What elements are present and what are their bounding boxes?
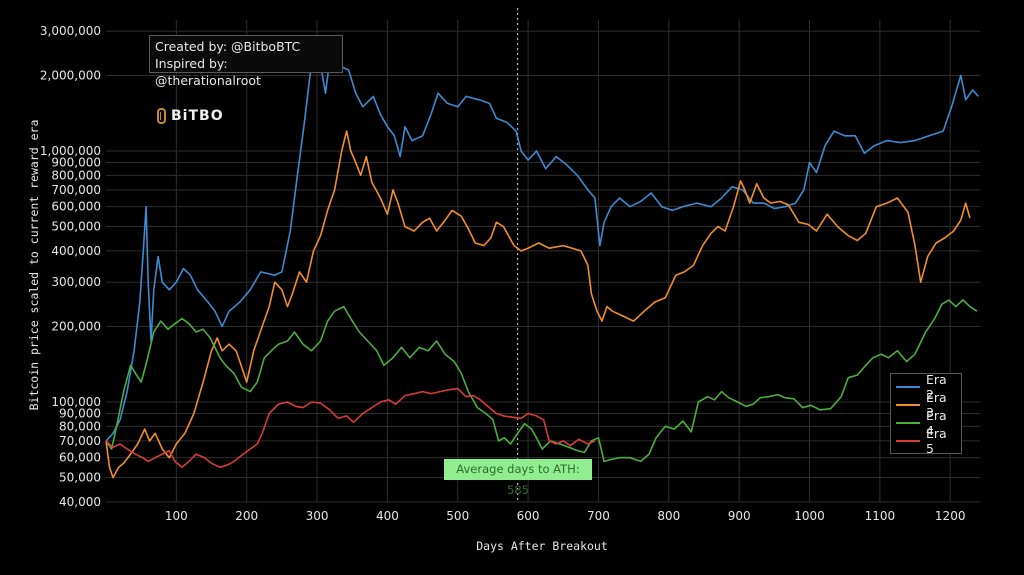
- x-tick-label: 100: [165, 509, 188, 523]
- x-tick-label: 1100: [865, 509, 896, 523]
- x-tick-label: 200: [235, 509, 258, 523]
- y-tick-label: 700,000: [51, 183, 101, 197]
- y-tick-label: 80,000: [59, 419, 101, 433]
- x-tick-label: 600: [517, 509, 540, 523]
- legend-swatch-era-3: [896, 404, 920, 406]
- credits-box: Created by: @BitboBTC Inspired by: @ther…: [149, 35, 343, 88]
- series-line-era-3: [105, 130, 971, 479]
- x-tick-label: 800: [657, 509, 680, 523]
- y-tick-label: 600,000: [51, 200, 101, 214]
- inspired-by-text: Inspired by: @therationalroot: [155, 56, 261, 88]
- legend-label: Era 4: [925, 408, 947, 438]
- chart-legend: Era 2 Era 3 Era 4 Era 5: [890, 372, 962, 456]
- y-tick-label: 90,000: [59, 406, 101, 420]
- legend-swatch-era-2: [896, 386, 920, 388]
- legend-item-era-5[interactable]: Era 5: [896, 426, 956, 456]
- x-tick-label: 500: [446, 509, 469, 523]
- y-tick-label: 900,000: [51, 155, 101, 169]
- y-tick-label: 200,000: [51, 319, 101, 333]
- y-tick-label: 100,000: [51, 395, 101, 409]
- y-tick-label: 300,000: [51, 275, 101, 289]
- series-lines: [105, 41, 979, 479]
- legend-label: Era 2: [925, 372, 947, 402]
- y-tick-label: 3,000,000: [40, 24, 101, 38]
- y-axis-ticks: 40,000 50,000 60,000 70,00080,00090,000100,…: [40, 24, 101, 509]
- y-tick-label: 800,000: [51, 168, 101, 182]
- y-tick-label: 500,000: [51, 220, 101, 234]
- legend-label: Era 3: [925, 390, 947, 420]
- average-ath-annotation: Average days to ATH: 585: [444, 459, 592, 497]
- x-tick-label: 700: [587, 509, 610, 523]
- series-line-era-5: [105, 387, 596, 469]
- x-axis-title: Days After Breakout: [476, 539, 608, 553]
- x-tick-label: 1000: [794, 509, 825, 523]
- y-axis-title: Bitcoin price scaled to current reward e…: [27, 120, 41, 411]
- y-tick-label: 70,000: [59, 434, 101, 448]
- x-axis-ticks: 100 200 300 400 500 600 700 800 900 1000 1100 1200: [165, 509, 966, 523]
- y-tick-label: 40,000: [59, 495, 101, 509]
- x-tick-label: 900: [728, 509, 751, 523]
- legend-swatch-era-5: [896, 440, 920, 442]
- y-tick-label: 1,000,000: [40, 144, 101, 158]
- x-tick-label: 400: [376, 509, 399, 523]
- legend-swatch-era-4: [896, 422, 920, 424]
- bitbo-logo-text: BiTBO: [171, 108, 224, 124]
- created-by-text: Created by: @BitboBTC: [155, 39, 301, 54]
- y-tick-label: 400,000: [51, 244, 101, 258]
- legend-item-era-3[interactable]: Era 3: [896, 390, 956, 420]
- legend-item-era-4[interactable]: Era 4: [896, 408, 956, 438]
- gridlines: [106, 20, 980, 503]
- series-line-era-2: [105, 41, 979, 442]
- y-tick-label: 2,000,000: [40, 68, 101, 82]
- series-line-era-4: [105, 299, 978, 463]
- bitbo-logo: BiTBO: [157, 108, 224, 124]
- y-tick-label: 50,000: [59, 471, 101, 485]
- legend-label: Era 5: [925, 426, 947, 456]
- x-tick-label: 1200: [935, 509, 966, 523]
- y-tick-label: 60,000: [59, 451, 101, 465]
- legend-item-era-2[interactable]: Era 2: [896, 372, 956, 402]
- x-tick-label: 300: [306, 509, 329, 523]
- bitbo-logo-icon: [157, 108, 166, 124]
